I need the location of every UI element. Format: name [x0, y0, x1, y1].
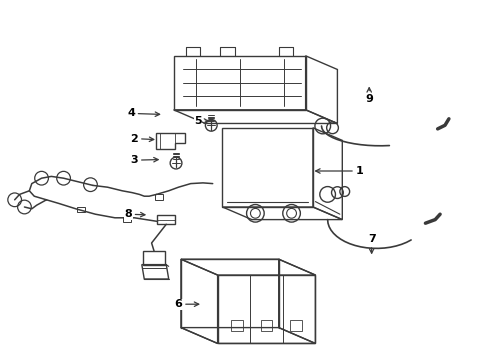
Text: 2: 2: [130, 134, 153, 144]
Text: 4: 4: [127, 108, 159, 118]
Text: 6: 6: [174, 299, 198, 309]
Text: 1: 1: [315, 166, 363, 176]
Text: 9: 9: [365, 88, 372, 104]
Text: 5: 5: [194, 116, 208, 126]
Text: 8: 8: [124, 209, 144, 219]
Text: 7: 7: [367, 234, 375, 253]
Text: 3: 3: [130, 155, 158, 165]
